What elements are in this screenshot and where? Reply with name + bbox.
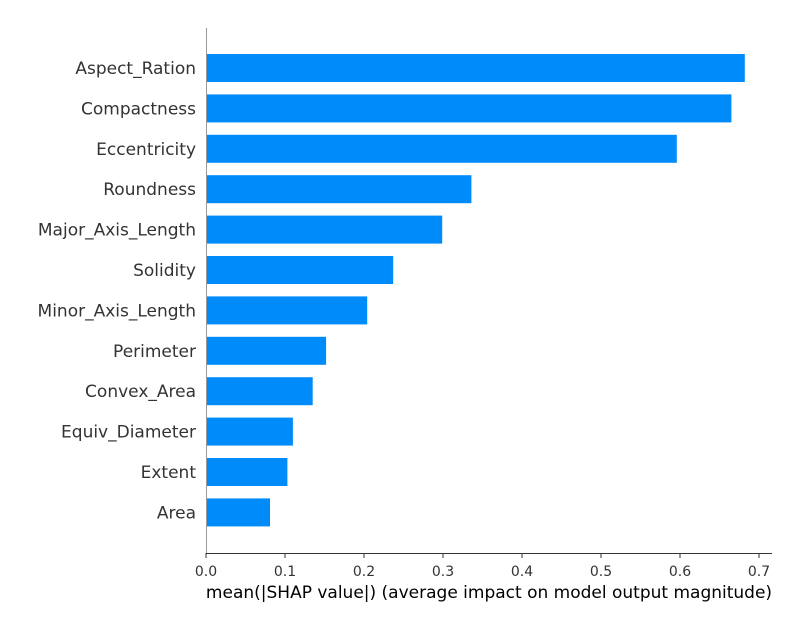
category-label: Eccentricity	[96, 140, 196, 160]
category-label: Extent	[141, 463, 197, 483]
category-labels: Aspect_Ration Compactness Eccentricity Roun…	[38, 59, 197, 523]
x-tick-label: 0.4	[511, 564, 533, 580]
bar-equiv-diameter	[206, 417, 293, 446]
category-label: Compactness	[81, 99, 196, 119]
bar-aspect-ration	[206, 54, 745, 82]
x-tick-label: 0.0	[195, 564, 217, 580]
x-tick-label: 0.7	[748, 564, 770, 580]
bar-compactness	[206, 94, 732, 123]
category-label: Major_Axis_Length	[38, 221, 196, 241]
x-tick-label: 0.3	[432, 564, 454, 580]
bar-area	[206, 498, 270, 527]
x-axis-label: mean(|SHAP value|) (average impact on mo…	[206, 583, 772, 603]
x-tick-label: 0.6	[669, 564, 691, 580]
bars-layer	[206, 54, 745, 527]
category-label: Convex_Area	[85, 382, 196, 402]
x-tick-label: 0.2	[353, 564, 375, 580]
bar-solidity	[206, 256, 394, 284]
x-tick-label: 0.1	[274, 564, 296, 580]
bar-perimeter	[206, 336, 327, 365]
category-label: Solidity	[133, 261, 196, 281]
x-tick-label: 0.5	[590, 564, 612, 580]
bar-extent	[206, 458, 288, 486]
category-label: Perimeter	[113, 342, 196, 362]
bar-minor-axis-length	[206, 296, 368, 325]
x-axis-ticks: 0.0 0.1 0.2 0.3 0.4 0.5 0.6 0.7	[195, 553, 770, 580]
bar-eccentricity	[206, 134, 677, 163]
bar-major-axis-length	[206, 215, 443, 244]
bar-roundness	[206, 175, 472, 204]
category-label: Roundness	[103, 180, 196, 200]
bar-convex-area	[206, 377, 313, 406]
category-label: Minor_Axis_Length	[38, 301, 196, 321]
category-label: Area	[157, 503, 196, 523]
category-label: Aspect_Ration	[75, 59, 196, 79]
category-label: Equiv_Diameter	[61, 423, 196, 443]
